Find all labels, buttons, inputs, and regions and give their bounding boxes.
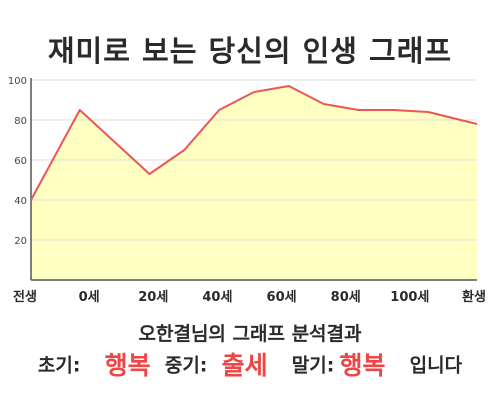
late-label: 말기: — [291, 354, 335, 377]
early-label: 초기: — [37, 354, 81, 377]
x-tick-label-7: 환생 — [462, 289, 486, 305]
y-tick-label-40: 40 — [14, 196, 27, 207]
mid-label: 중기: — [164, 354, 208, 377]
x-tick-label-1: 0세 — [79, 290, 100, 305]
y-tick-label-80: 80 — [14, 116, 27, 127]
analysis-caption: 오한결님의 그래프 분석결과 — [138, 323, 362, 345]
x-tick-label-0: 전생 — [13, 289, 37, 305]
late-value: 행복 — [339, 351, 386, 380]
area-fill — [31, 86, 477, 280]
mid-value: 출세 — [221, 351, 268, 380]
result-suffix: 입니다 — [409, 354, 463, 377]
y-tick-label-100: 100 — [8, 76, 27, 87]
chart-title: 재미로 보는 당신의 인생 그래프 — [47, 34, 453, 68]
x-tick-label-6: 100세 — [390, 290, 429, 305]
x-tick-label-4: 60세 — [267, 290, 297, 305]
x-tick-label-5: 80세 — [331, 290, 361, 305]
early-value: 행복 — [104, 351, 151, 380]
series-line — [30, 85, 478, 201]
y-tick-label-60: 60 — [14, 156, 27, 167]
y-tick-label-20: 20 — [14, 236, 27, 247]
x-tick-label-2: 20세 — [138, 290, 168, 305]
analysis-result: 초기: 행복 중기: 출세 말기: 행복 입니다 — [0, 346, 500, 382]
x-tick-label-3: 40세 — [202, 290, 232, 305]
